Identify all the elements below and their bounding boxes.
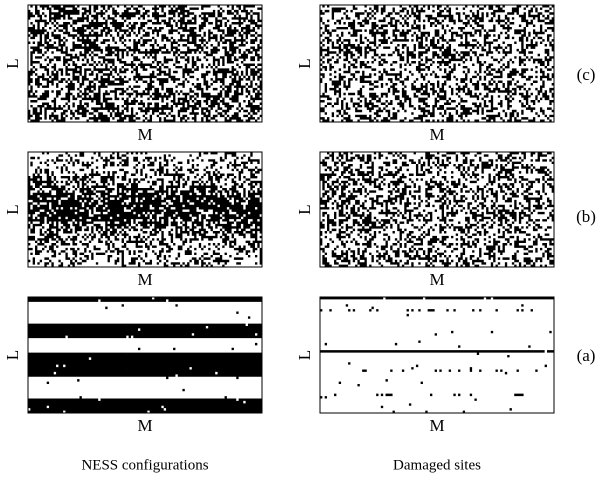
y-axis-label: L <box>3 204 22 214</box>
lattice-pattern <box>28 152 262 267</box>
row-label: (c) <box>577 65 596 84</box>
column-title: NESS configurations <box>81 457 208 473</box>
y-axis-label: L <box>295 204 314 214</box>
x-axis-label: M <box>137 416 152 435</box>
y-axis-label: L <box>295 58 314 68</box>
x-axis-label: M <box>429 125 444 144</box>
lattice-pattern <box>320 152 554 267</box>
y-axis-label: L <box>3 350 22 360</box>
column-title: Damaged sites <box>393 457 481 473</box>
y-axis-label: L <box>3 58 22 68</box>
lattice-pattern <box>28 297 262 413</box>
x-axis-label: M <box>429 416 444 435</box>
y-axis-label: L <box>295 350 314 360</box>
x-axis-label: M <box>137 125 152 144</box>
x-axis-label: M <box>137 270 152 289</box>
lattice-pattern <box>28 5 262 122</box>
lattice-pattern <box>320 297 554 413</box>
lattice-pattern <box>320 5 554 122</box>
panel-frame <box>319 296 555 414</box>
row-label: (b) <box>576 207 596 226</box>
row-label: (a) <box>577 346 596 365</box>
x-axis-label: M <box>429 270 444 289</box>
